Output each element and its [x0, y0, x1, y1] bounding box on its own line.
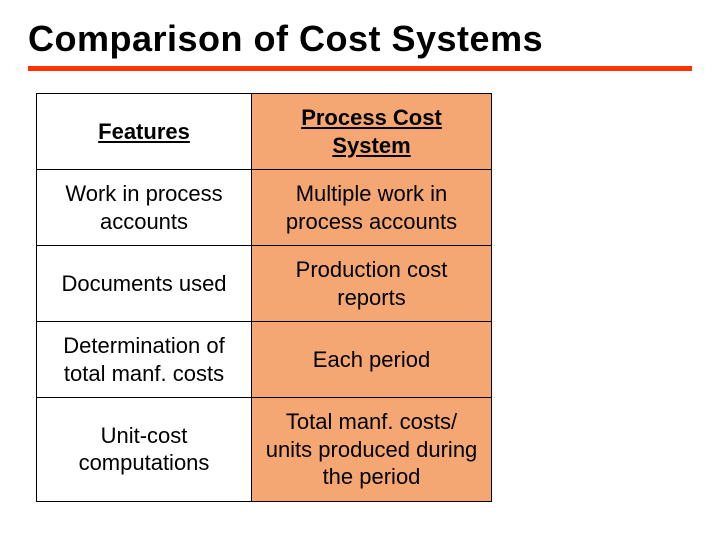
- table-row: Unit-cost computations Total manf. costs…: [37, 398, 492, 502]
- header-features: Features: [37, 94, 252, 170]
- table-header-row: Features Process Cost System: [37, 94, 492, 170]
- cell-process: Production cost reports: [252, 246, 492, 322]
- cell-process: Each period: [252, 322, 492, 398]
- cell-process: Total manf. costs/ units produced during…: [252, 398, 492, 502]
- page-title: Comparison of Cost Systems: [28, 18, 692, 60]
- cell-feature: Documents used: [37, 246, 252, 322]
- table-row: Documents used Production cost reports: [37, 246, 492, 322]
- title-rule: [28, 66, 692, 71]
- cell-feature: Work in process accounts: [37, 170, 252, 246]
- table-row: Work in process accounts Multiple work i…: [37, 170, 492, 246]
- table-row: Determination of total manf. costs Each …: [37, 322, 492, 398]
- cell-feature: Determination of total manf. costs: [37, 322, 252, 398]
- cell-process: Multiple work in process accounts: [252, 170, 492, 246]
- comparison-table: Features Process Cost System Work in pro…: [36, 93, 492, 502]
- header-process: Process Cost System: [252, 94, 492, 170]
- cell-feature: Unit-cost computations: [37, 398, 252, 502]
